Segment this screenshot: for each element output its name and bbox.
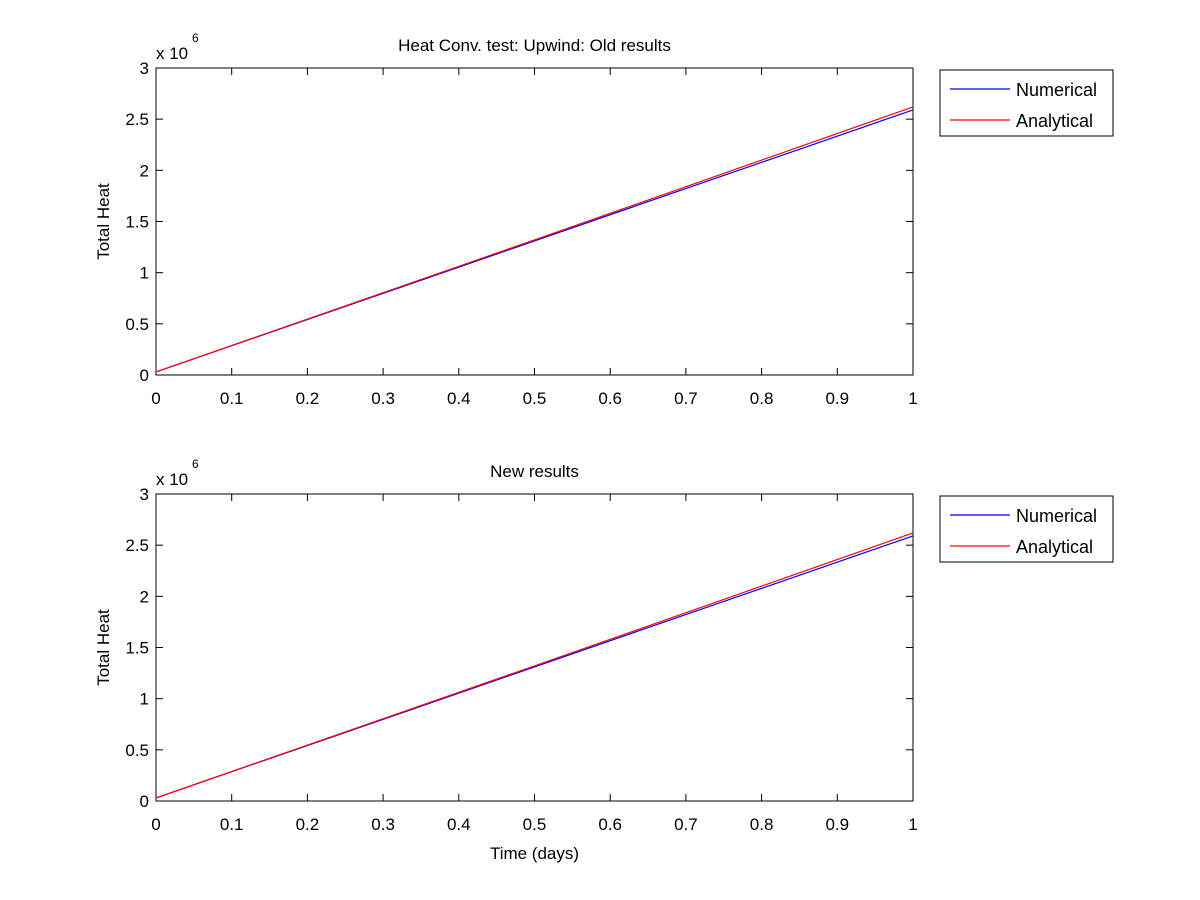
y-tick-label: 1.5 (125, 639, 149, 658)
y-axis-label: Total Heat (94, 183, 113, 260)
series-line-analytical (155, 106, 914, 373)
legend-box (939, 495, 1114, 563)
plot-title: New results (490, 462, 579, 481)
y-tick-label: 0 (140, 792, 149, 811)
x-tick-label: 0.6 (598, 815, 622, 834)
x-tick-label: 0.6 (598, 389, 622, 408)
y-exponent: 6 (192, 457, 199, 471)
y-exponent: 6 (192, 31, 199, 45)
x-tick-label: 0.2 (296, 389, 320, 408)
x-tick-label: 0 (151, 815, 160, 834)
y-tick-label: 1.5 (125, 213, 149, 232)
x-tick-label: 0.1 (220, 389, 244, 408)
series-line-analytical (155, 532, 914, 799)
x-tick-label: 0.1 (220, 815, 244, 834)
legend-label: Numerical (1016, 80, 1097, 100)
x-tick-label: 1 (908, 389, 917, 408)
x-tick-label: 0.4 (447, 815, 471, 834)
y-tick-label: 0.5 (125, 315, 149, 334)
plot-title: Heat Conv. test: Upwind: Old results (398, 36, 671, 55)
y-exponent-base: x 10 (156, 44, 188, 63)
y-tick-label: 1 (140, 690, 149, 709)
x-tick-label: 0.3 (371, 389, 395, 408)
x-tick-label: 0.5 (523, 389, 547, 408)
legend-label: Analytical (1016, 537, 1093, 557)
y-tick-label: 2.5 (125, 536, 149, 555)
x-tick-label: 0.4 (447, 389, 471, 408)
y-axis-label: Total Heat (94, 609, 113, 686)
plot-area (155, 493, 914, 802)
y-tick-label: 0.5 (125, 741, 149, 760)
x-tick-label: 0.7 (674, 389, 698, 408)
x-axis-label: Time (days) (490, 844, 579, 863)
x-tick-label: 0 (151, 389, 160, 408)
x-tick-label: 0.5 (523, 815, 547, 834)
x-tick-label: 0.7 (674, 815, 698, 834)
subplot-1: 0 0.1 0.2 0.3 0.4 0.5 0.6 0.7 0.8 0.9 1 0 0.5 1 1.5 2 2.… (94, 31, 1114, 408)
y-tick-label: 3 (140, 59, 149, 78)
x-tick-label: 0.9 (825, 815, 849, 834)
x-tick-label: 0.3 (371, 815, 395, 834)
x-tick-label: 0.8 (750, 815, 774, 834)
y-tick-label: 1 (140, 264, 149, 283)
y-tick-label: 3 (140, 485, 149, 504)
x-tick-label: 0.9 (825, 389, 849, 408)
y-tick-label: 0 (140, 366, 149, 385)
x-tick-label: 0.2 (296, 815, 320, 834)
y-tick-label: 2 (140, 161, 149, 180)
legend: Numerical Analytical (939, 69, 1114, 137)
y-tick-label: 2 (140, 587, 149, 606)
x-tick-label: 0.8 (750, 389, 774, 408)
legend-box (939, 69, 1114, 137)
legend-label: Analytical (1016, 111, 1093, 131)
subplot-2: 0 0.1 0.2 0.3 0.4 0.5 0.6 0.7 0.8 0.9 1 0 0.5 1 1.5 2 2.… (94, 457, 1114, 863)
legend: Numerical Analytical (939, 495, 1114, 563)
legend-label: Numerical (1016, 506, 1097, 526)
y-exponent-base: x 10 (156, 470, 188, 489)
y-tick-label: 2.5 (125, 110, 149, 129)
plot-area (155, 67, 914, 376)
x-tick-label: 1 (908, 815, 917, 834)
